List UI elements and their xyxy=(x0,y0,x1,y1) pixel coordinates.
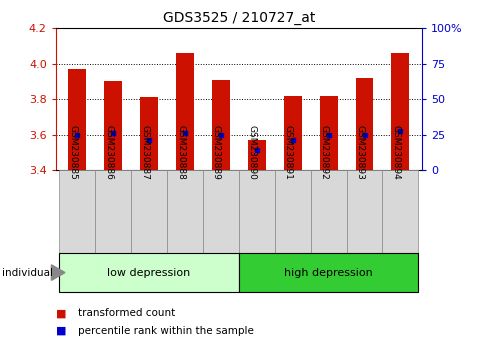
Bar xyxy=(68,69,86,170)
Text: GSM230888: GSM230888 xyxy=(176,125,184,180)
Text: ■: ■ xyxy=(56,326,66,336)
Text: GSM230893: GSM230893 xyxy=(355,125,364,180)
Bar xyxy=(238,170,274,253)
Text: GSM230894: GSM230894 xyxy=(391,125,400,180)
Bar xyxy=(283,96,301,170)
Bar xyxy=(346,170,382,253)
Bar xyxy=(391,53,408,170)
Bar xyxy=(202,170,238,253)
Bar xyxy=(310,170,346,253)
Bar xyxy=(140,97,158,170)
Text: GSM230887: GSM230887 xyxy=(140,125,149,180)
Bar xyxy=(59,253,239,292)
Bar xyxy=(59,170,95,253)
Polygon shape xyxy=(51,265,65,280)
Text: GSM230891: GSM230891 xyxy=(283,125,292,180)
Bar xyxy=(131,170,166,253)
Bar xyxy=(166,170,202,253)
Text: GDS3525 / 210727_at: GDS3525 / 210727_at xyxy=(162,11,315,25)
Text: individual: individual xyxy=(2,268,53,278)
Text: GSM230889: GSM230889 xyxy=(212,125,220,180)
Bar xyxy=(274,170,310,253)
Text: low depression: low depression xyxy=(107,268,190,278)
Text: percentile rank within the sample: percentile rank within the sample xyxy=(77,326,253,336)
Bar xyxy=(238,253,418,292)
Text: high depression: high depression xyxy=(284,268,372,278)
Text: ■: ■ xyxy=(56,308,66,318)
Bar xyxy=(95,170,131,253)
Text: GSM230886: GSM230886 xyxy=(104,125,113,180)
Text: transformed count: transformed count xyxy=(77,308,175,318)
Bar xyxy=(319,96,337,170)
Bar xyxy=(104,81,122,170)
Bar xyxy=(247,140,265,170)
Text: GSM230885: GSM230885 xyxy=(68,125,77,180)
Text: GSM230892: GSM230892 xyxy=(319,125,328,180)
Bar xyxy=(355,78,373,170)
Bar xyxy=(176,53,194,170)
Bar xyxy=(382,170,418,253)
Text: GSM230890: GSM230890 xyxy=(247,125,257,180)
Bar xyxy=(212,80,229,170)
